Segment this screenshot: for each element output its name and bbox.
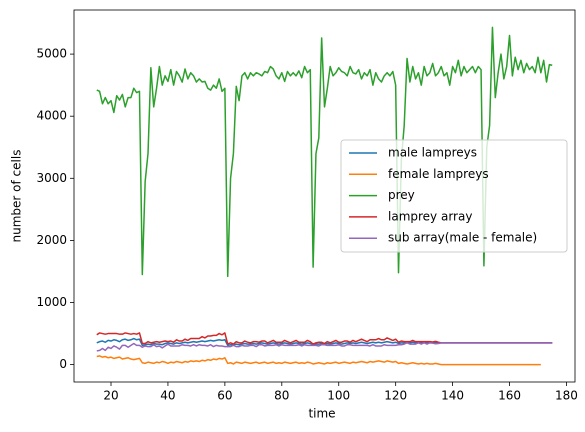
y-axis-label: number of cells [10, 150, 24, 243]
y-tick-label: 0 [59, 357, 67, 371]
x-tick-label: 120 [384, 389, 407, 403]
x-tick-label: 80 [274, 389, 289, 403]
x-axis-label: time [308, 407, 335, 421]
legend-label: lamprey array [388, 209, 472, 223]
legend-label: male lampreys [388, 146, 477, 160]
x-tick-label: 160 [498, 389, 521, 403]
legend-label: sub array(male - female) [388, 231, 537, 245]
y-tick-label: 1000 [36, 295, 67, 309]
y-tick-label: 2000 [36, 233, 67, 247]
legend-label: prey [388, 188, 415, 202]
x-tick-label: 140 [441, 389, 464, 403]
y-tick-label: 3000 [36, 171, 67, 185]
series-line [96, 26, 553, 278]
plot-frame [73, 9, 576, 383]
y-tick-label: 5000 [36, 47, 67, 61]
y-tick-label: 4000 [36, 109, 67, 123]
x-tick-label: 100 [327, 389, 350, 403]
series-line [96, 355, 541, 366]
series-line [96, 342, 553, 352]
legend-frame [340, 139, 568, 253]
x-tick-label: 40 [160, 389, 175, 403]
legend: male lampreys female lampreys prey lamprey … [340, 139, 568, 253]
legend-label: female lampreys [388, 167, 489, 181]
x-tick-label: 180 [555, 389, 578, 403]
x-tick-label: 60 [217, 389, 232, 403]
x-tick-label: 20 [103, 389, 118, 403]
